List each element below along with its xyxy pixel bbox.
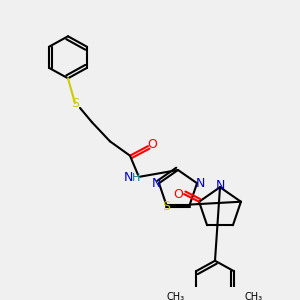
- Text: O: O: [147, 138, 157, 151]
- Text: N: N: [215, 179, 225, 192]
- Text: N: N: [195, 177, 205, 190]
- Text: N: N: [123, 171, 133, 184]
- Text: O: O: [173, 188, 183, 201]
- Text: CH₃: CH₃: [245, 292, 263, 300]
- Text: N: N: [151, 177, 161, 190]
- Text: S: S: [162, 200, 170, 213]
- Text: CH₃: CH₃: [167, 292, 185, 300]
- Text: S: S: [71, 97, 79, 110]
- Text: H: H: [132, 172, 140, 183]
